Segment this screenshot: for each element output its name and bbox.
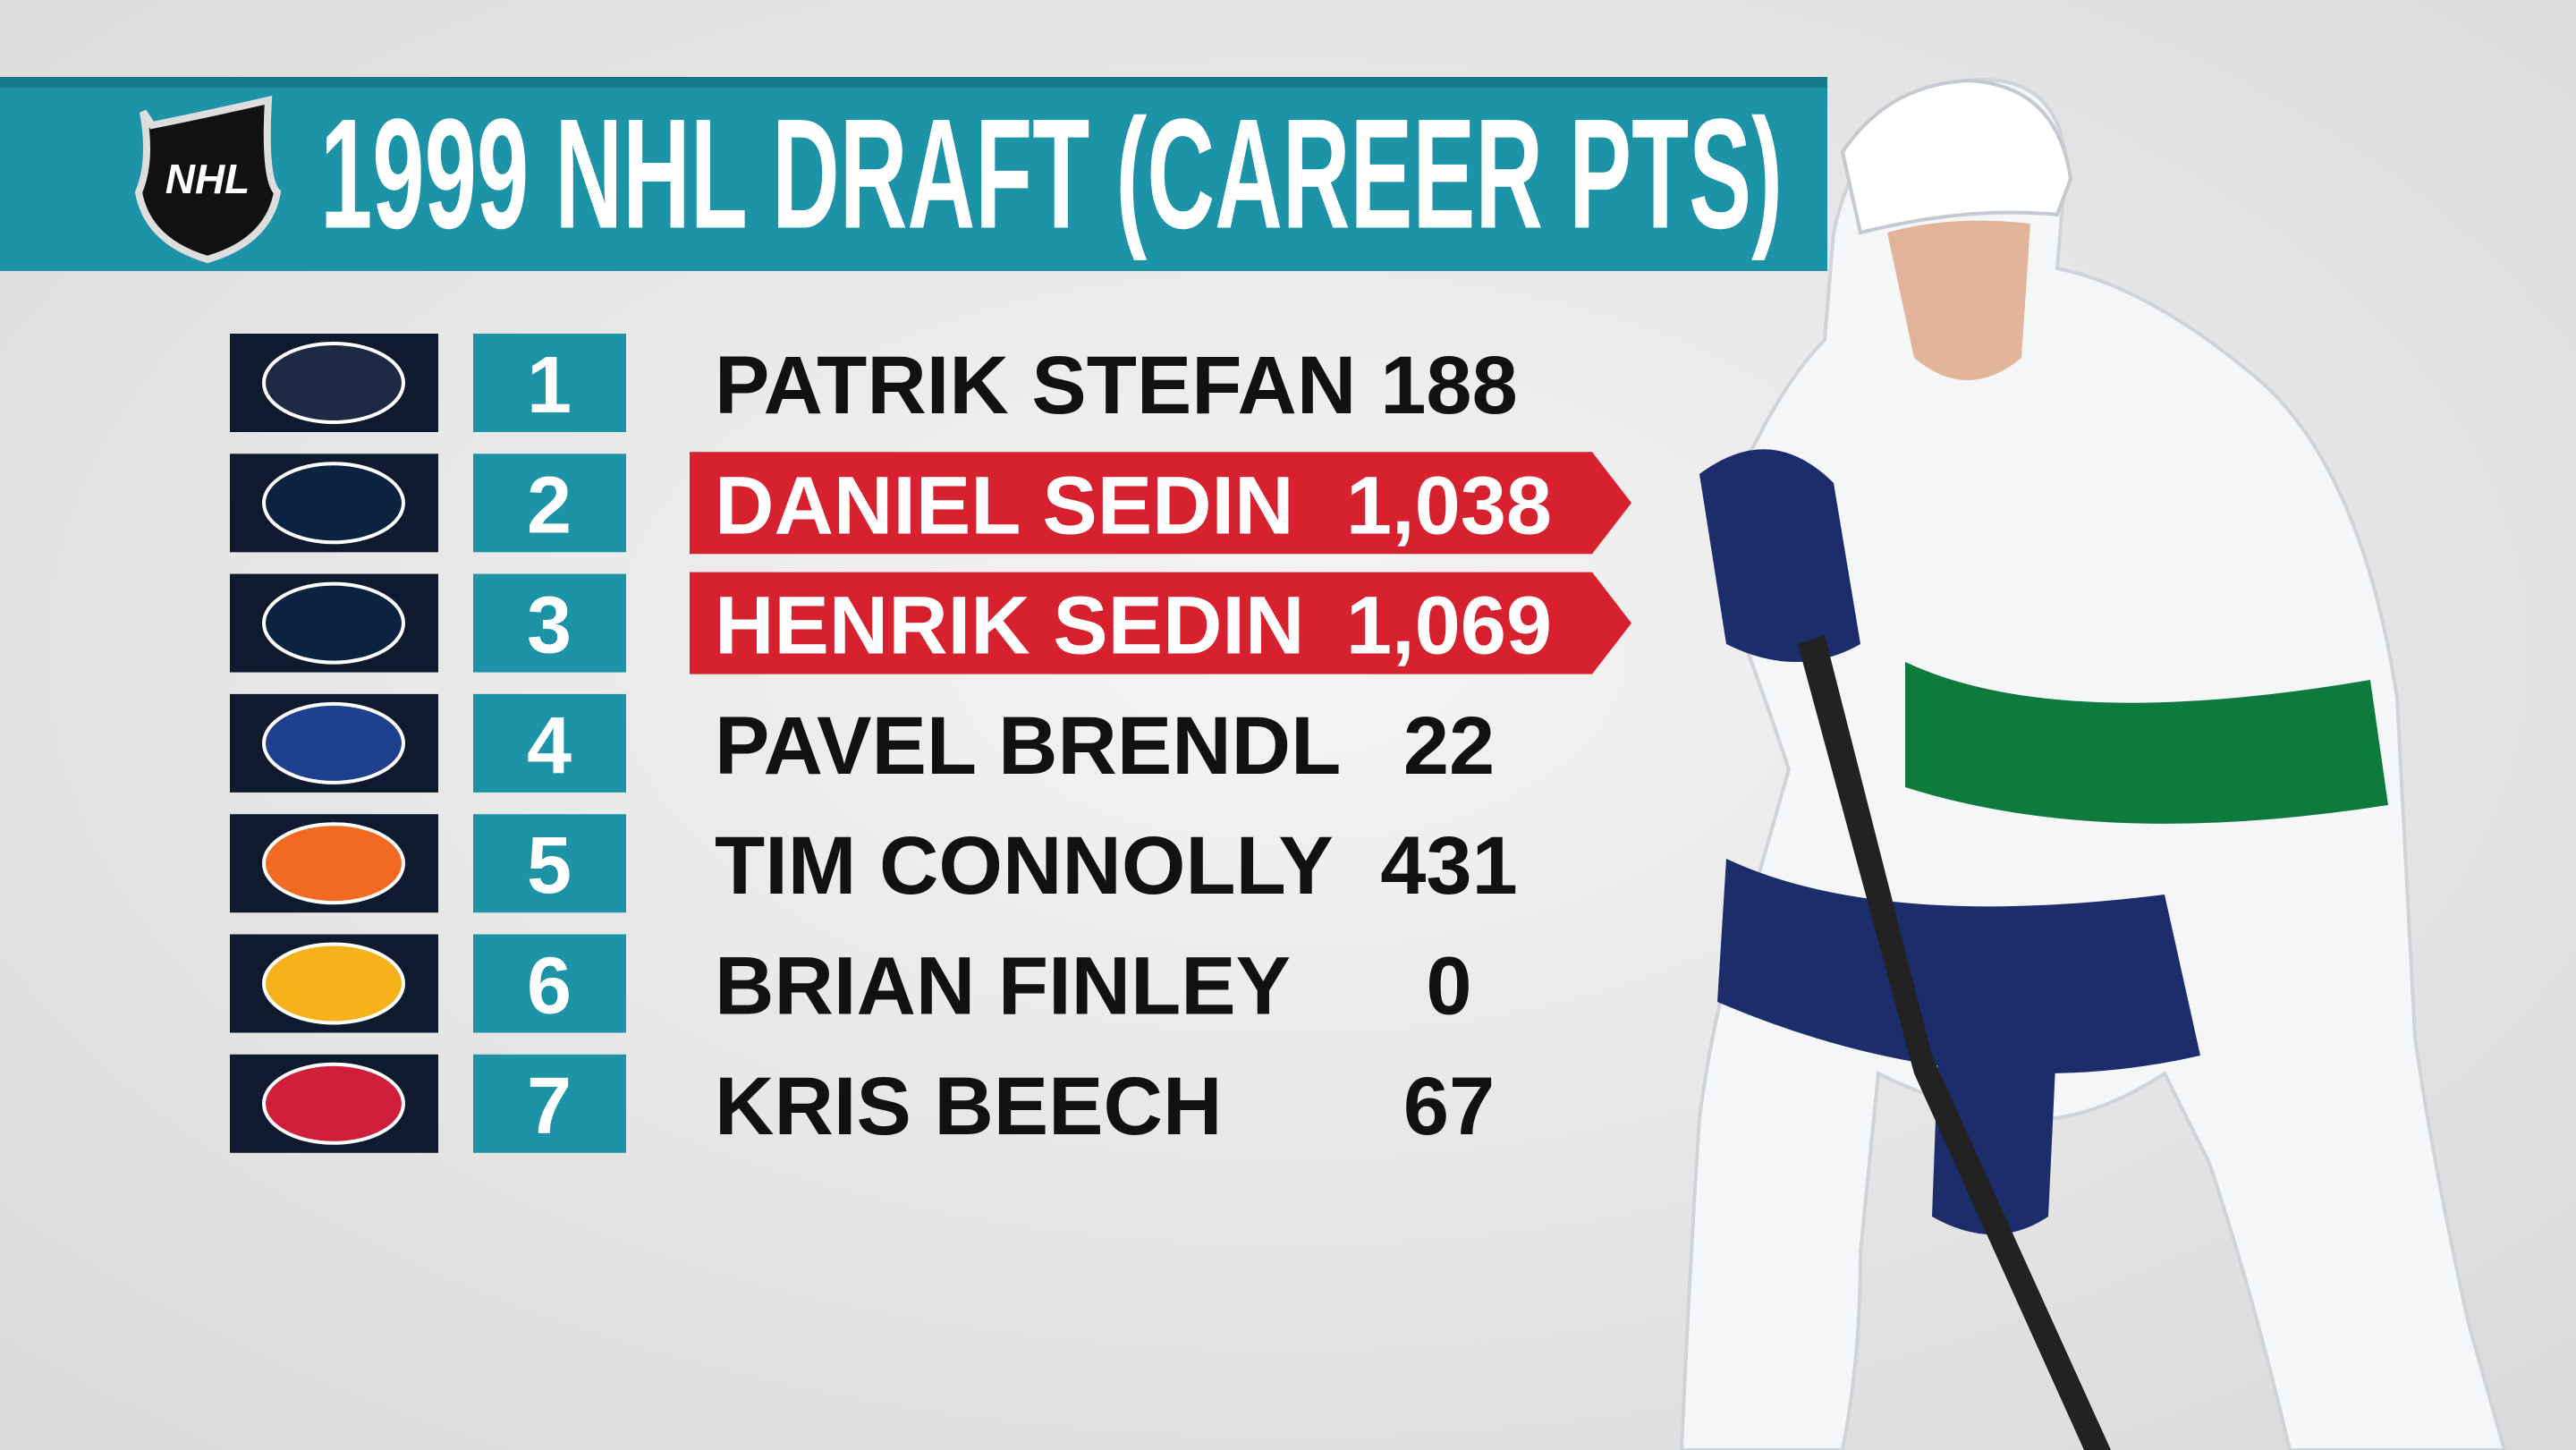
player-name: TIM CONNOLLY xyxy=(715,820,1334,912)
team-logo xyxy=(262,822,405,905)
pick-number: 7 xyxy=(527,1062,572,1151)
team-logo xyxy=(262,581,405,665)
pick-number: 3 xyxy=(527,581,572,671)
draft-row: 3 HENRIK SEDIN 1,069 xyxy=(230,572,1631,674)
nhl-logo: NHL xyxy=(134,95,282,264)
draft-row: 4 PAVEL BRENDL 22 xyxy=(230,693,1495,793)
draft-row: 6 BRIAN FINLEY 0 xyxy=(230,934,1472,1033)
player-name: BRIAN FINLEY xyxy=(715,941,1291,1032)
draft-row: 7 KRIS BEECH 67 xyxy=(230,1054,1495,1153)
highlight-banner xyxy=(690,452,1631,555)
banner-edge xyxy=(0,77,1827,88)
pick-number: 2 xyxy=(527,461,572,550)
player-name: KRIS BEECH xyxy=(715,1061,1222,1152)
player-name: HENRIK SEDIN xyxy=(715,581,1304,672)
career-points: 1,038 xyxy=(1346,460,1552,551)
draft-row: 1 PATRIK STEFAN 188 xyxy=(230,334,1518,432)
pick-box xyxy=(473,693,626,793)
team-logo xyxy=(262,342,405,424)
player-image xyxy=(1679,78,2507,1450)
team-logo xyxy=(262,942,405,1025)
pick-number: 1 xyxy=(527,341,572,430)
pick-box xyxy=(473,334,626,432)
draft-row: 2 DANIEL SEDIN 1,038 xyxy=(230,452,1631,555)
player-name: PAVEL BRENDL xyxy=(715,700,1341,792)
pick-box xyxy=(473,814,626,913)
pick-number: 6 xyxy=(527,942,572,1031)
pick-box xyxy=(473,1054,626,1153)
draft-row: 5 TIM CONNOLLY 431 xyxy=(230,814,1518,913)
career-points: 0 xyxy=(1426,941,1471,1032)
career-points: 67 xyxy=(1403,1061,1495,1152)
player-name: DANIEL SEDIN xyxy=(715,460,1294,551)
team-logo xyxy=(262,462,405,545)
career-points: 22 xyxy=(1403,700,1495,792)
title-banner xyxy=(0,77,1827,271)
team-logo xyxy=(262,701,405,784)
pick-box xyxy=(473,573,626,673)
team-logo xyxy=(262,1062,405,1145)
career-points: 1,069 xyxy=(1346,581,1552,672)
career-points: 188 xyxy=(1380,340,1518,431)
title: 1999 NHL DRAFT (CAREER PTS) xyxy=(320,88,1783,262)
player-name: PATRIK STEFAN xyxy=(715,340,1356,431)
logo-text: NHL xyxy=(165,156,250,202)
pick-number: 5 xyxy=(527,821,572,911)
career-points: 431 xyxy=(1380,820,1518,912)
draft-table: 1 PATRIK STEFAN 188 2 DANIEL SEDIN 1,038 3 HENR… xyxy=(230,334,1631,1153)
pick-box xyxy=(473,934,626,1033)
pick-box xyxy=(473,454,626,553)
highlight-banner xyxy=(690,572,1631,674)
pick-number: 4 xyxy=(527,701,572,791)
